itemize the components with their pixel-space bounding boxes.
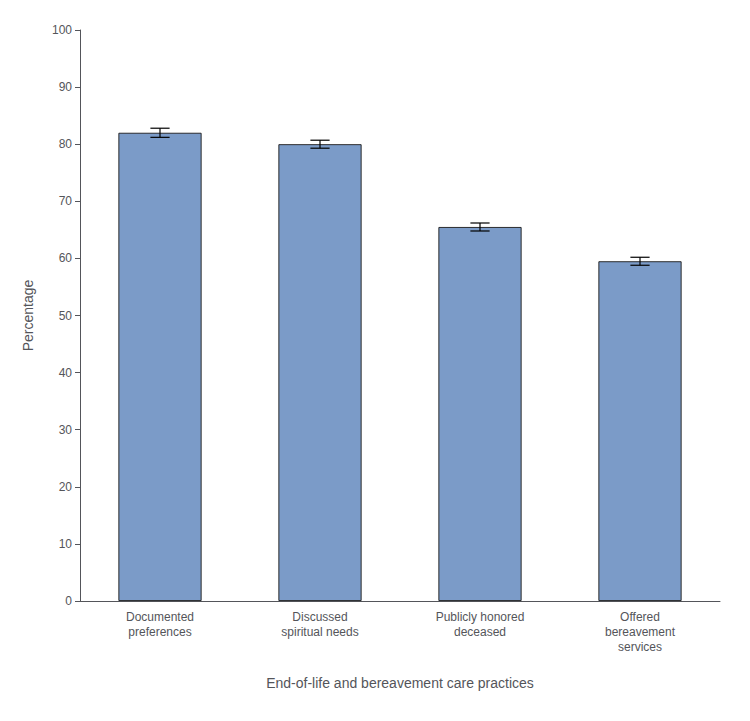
svg-text:bereavement: bereavement [605,625,676,639]
svg-text:End-of-life and bereavement ca: End-of-life and bereavement care practic… [266,675,534,691]
svg-text:100: 100 [52,23,72,37]
svg-text:90: 90 [59,80,73,94]
svg-text:30: 30 [59,423,73,437]
svg-text:preferences: preferences [128,625,191,639]
svg-text:0: 0 [65,594,72,608]
svg-text:spiritual needs: spiritual needs [281,625,358,639]
svg-text:Offered: Offered [620,610,660,624]
svg-text:50: 50 [59,309,73,323]
svg-text:10: 10 [59,537,73,551]
svg-text:deceased: deceased [454,625,506,639]
svg-text:Discussed: Discussed [292,610,347,624]
svg-text:60: 60 [59,251,73,265]
svg-text:20: 20 [59,480,73,494]
svg-text:Publicly honored: Publicly honored [436,610,525,624]
svg-text:80: 80 [59,137,73,151]
svg-text:Percentage: Percentage [20,279,36,351]
svg-text:services: services [618,640,662,654]
svg-text:Documented: Documented [126,610,194,624]
svg-text:70: 70 [59,194,73,208]
svg-text:40: 40 [59,366,73,380]
